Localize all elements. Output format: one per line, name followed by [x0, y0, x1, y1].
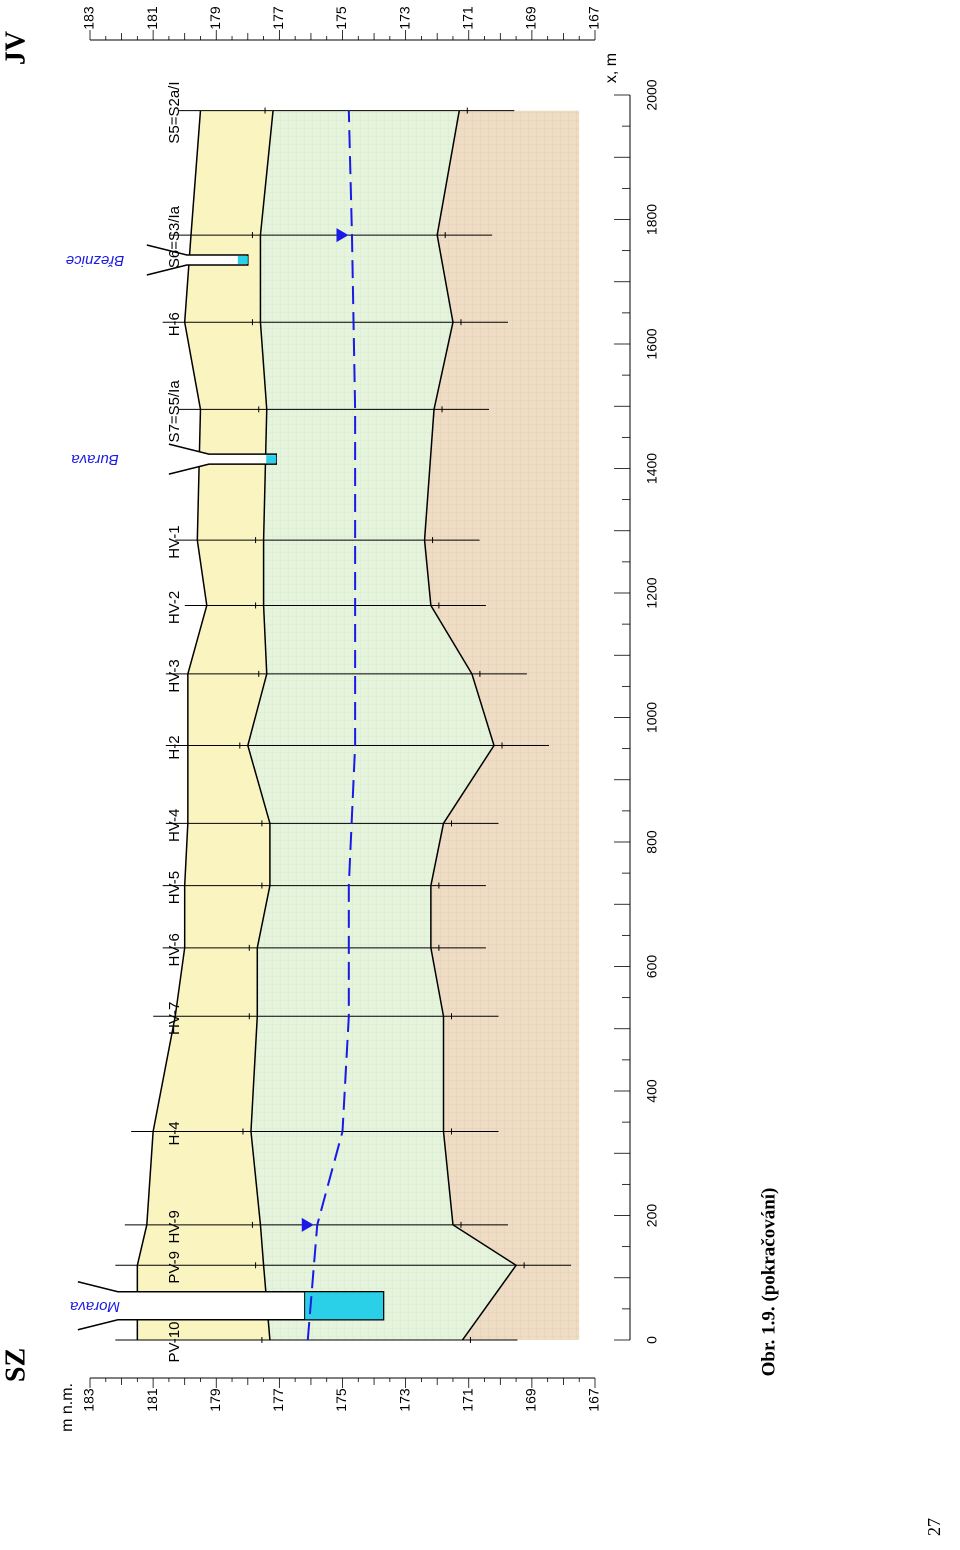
stream-label: Březnice — [66, 252, 124, 269]
distance-tick-label: 0 — [644, 1336, 660, 1344]
elevation-tick-label: 179 — [207, 1388, 223, 1412]
elevation-tick-label: 171 — [459, 1388, 475, 1412]
distance-tick-label: 1000 — [644, 702, 660, 733]
elevation-tick-label: 167 — [586, 1388, 602, 1412]
distance-tick-label: 1400 — [644, 453, 660, 484]
stream-water — [237, 255, 248, 264]
borehole-label: HV-5 — [166, 871, 183, 904]
borehole-label: HV-1 — [166, 525, 183, 558]
stream-channel — [146, 244, 249, 276]
elevation-tick-label: 173 — [396, 1388, 412, 1412]
distance-tick-label: 800 — [644, 830, 660, 854]
elevation-tick-label: 167 — [586, 6, 602, 30]
borehole-label: HV-2 — [166, 591, 183, 624]
borehole-label: HV-9 — [166, 1210, 183, 1243]
elevation-tick-label: 183 — [81, 1388, 97, 1412]
labels: PV-10 PV-9 HV-9 H-4 HV-7 HV-6 HV-5 HV-4 H-2 HV-3 H… — [0, 31, 944, 1536]
distance-axis-title: x, m — [603, 53, 620, 83]
aquifer-layer — [247, 110, 517, 1340]
elevation-tick-label: 175 — [333, 6, 349, 30]
stream-label: Morava — [70, 1298, 120, 1315]
elevation-tick-label: 171 — [459, 6, 475, 30]
base-layer — [424, 110, 580, 1340]
borehole-label: H-4 — [166, 1121, 183, 1145]
boundary-sand-top — [247, 110, 274, 1341]
stream-water — [266, 455, 277, 464]
borehole-label: S7=S5/Ia — [166, 380, 183, 443]
water-level-marker — [336, 228, 349, 243]
borehole-label: H-2 — [166, 735, 183, 759]
strata-layers — [136, 110, 580, 1341]
borehole-label: S6=S3/Ia — [166, 205, 183, 268]
elevation-tick-label: 169 — [523, 1388, 539, 1412]
axes: 167 169 171 173 175 177 179 181 183 167 169 171 173 1… — [59, 6, 659, 1432]
distance-tick-label: 1800 — [644, 204, 660, 235]
elevation-tick-label: 181 — [144, 6, 160, 30]
distance-tick-label: 1600 — [644, 328, 660, 359]
distance-tick-label: 1200 — [644, 577, 660, 608]
figure-caption: Obr. 1.9. (pokračování) — [758, 1188, 779, 1377]
borehole-label: HV-3 — [166, 659, 183, 692]
borehole-label: H-6 — [166, 312, 183, 336]
elevation-axis-title: m n.m. — [59, 1383, 76, 1432]
elevation-tick-label: 177 — [270, 1388, 286, 1412]
elevation-tick-label: 183 — [81, 6, 97, 30]
water-table-line — [306, 110, 357, 1341]
page-number: 27 — [924, 1518, 944, 1536]
distance-tick-label: 2000 — [644, 79, 660, 110]
elevation-tick-label: 179 — [207, 6, 223, 30]
borehole-label: PV-10 — [166, 1322, 183, 1363]
stream-channel — [168, 443, 277, 475]
water-table — [301, 110, 357, 1341]
distance-tick-label: 600 — [644, 955, 660, 979]
elevation-tick-label: 173 — [396, 6, 412, 30]
water-level-marker — [301, 1217, 314, 1232]
borehole-label: HV-6 — [166, 933, 183, 966]
elevation-tick-label: 175 — [333, 1388, 349, 1412]
elevation-tick-label: 169 — [523, 6, 539, 30]
stream-channels — [77, 244, 385, 1331]
borehole-label: S5=S2a/I — [166, 81, 183, 143]
distance-tick-label: 200 — [644, 1204, 660, 1228]
borehole-label: HV-7 — [166, 1002, 183, 1035]
borehole-label: HV-4 — [166, 809, 183, 842]
stream-label: Burava — [71, 451, 119, 468]
stream-water — [304, 1291, 385, 1321]
cover-layer — [137, 110, 274, 1340]
elevation-tick-label: 177 — [270, 6, 286, 30]
boundary-surface — [136, 110, 208, 1340]
elevation-tick-label: 181 — [144, 1388, 160, 1412]
direction-label-left: SZ — [0, 1348, 31, 1382]
distance-tick-label: 400 — [644, 1079, 660, 1103]
borehole-label: PV-9 — [166, 1251, 183, 1284]
borehole-lines — [115, 107, 572, 1343]
direction-label-right: JV — [0, 31, 31, 65]
boundary-base — [423, 110, 518, 1341]
